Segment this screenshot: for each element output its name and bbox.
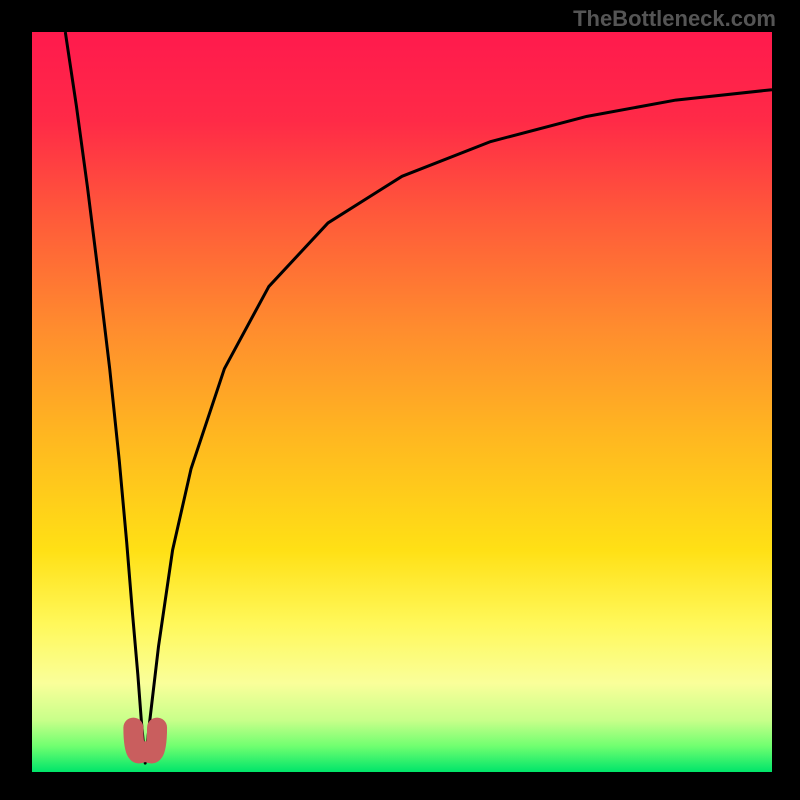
plot-background <box>32 32 772 772</box>
bottleneck-chart <box>0 0 800 800</box>
watermark-text: TheBottleneck.com <box>573 6 776 32</box>
